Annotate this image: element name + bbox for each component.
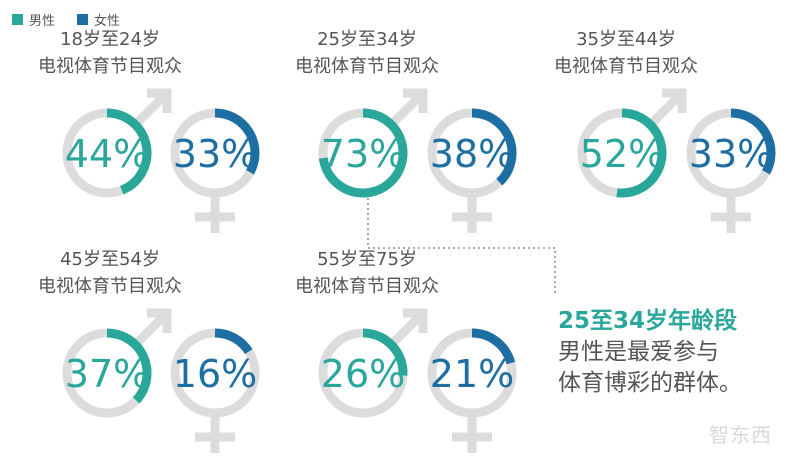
male-arrowhead-icon (147, 308, 172, 333)
group-subtitle: 电视体育节目观众 (295, 276, 439, 297)
male-ring-value (318, 108, 408, 198)
group-title-age: 25岁至34岁 (317, 29, 417, 50)
male-ring-value (362, 328, 408, 376)
group-title-age: 45岁至54岁 (60, 249, 160, 270)
legend-swatch-male (12, 14, 23, 25)
male-ring-value (616, 108, 667, 198)
female-ring-value (471, 108, 517, 186)
group-subtitle: 电视体育节目观众 (38, 276, 182, 297)
callout-leader-line (367, 198, 556, 296)
legend-swatch-female (77, 14, 89, 25)
group-title-age: 18岁至24岁 (60, 29, 160, 50)
male-symbol-icon (133, 91, 169, 127)
male-percent-label: 44% (65, 132, 149, 176)
male-percent-label: 26% (321, 352, 405, 396)
callout: 25至34岁年龄段 男性是最爱参与 体育博彩的群体。 (558, 306, 780, 399)
male-symbol-icon (648, 91, 684, 127)
male-arrowhead-icon (403, 308, 428, 333)
male-arrowhead-icon (403, 88, 428, 113)
group-title-age: 55岁至75岁 (317, 249, 417, 270)
group-subtitle: 电视体育节目观众 (554, 56, 698, 77)
male-percent-label: 37% (65, 352, 149, 396)
female-percent-label: 38% (430, 132, 514, 176)
group-title-age: 35岁至44岁 (576, 29, 676, 50)
female-ring-value (471, 328, 516, 365)
watermark-logo: 智东西 (709, 423, 772, 447)
callout-line-2: 体育博彩的群体。 (558, 370, 742, 396)
female-ring-value (214, 108, 260, 175)
male-percent-label: 52% (580, 132, 664, 176)
female-percent-label: 16% (173, 352, 257, 396)
male-symbol-icon (389, 91, 425, 127)
male-percent-label: 73% (321, 132, 405, 176)
female-ring-value (214, 328, 253, 355)
male-ring-value (106, 328, 152, 404)
male-arrowhead-icon (147, 88, 172, 113)
female-percent-label: 33% (173, 132, 257, 176)
legend-item-female: 女性 (77, 10, 120, 29)
male-ring-value (106, 108, 152, 195)
callout-line-1: 男性是最爱参与 (558, 339, 719, 365)
legend-label-male: 男性 (29, 14, 56, 29)
male-symbol-icon (389, 311, 425, 347)
male-symbol-icon (133, 311, 169, 347)
callout-highlight: 25至34岁年龄段 (558, 308, 738, 334)
female-percent-label: 33% (689, 132, 773, 176)
female-percent-label: 21% (430, 352, 514, 396)
group-subtitle: 电视体育节目观众 (295, 56, 439, 77)
male-arrowhead-icon (662, 88, 687, 113)
legend-label-female: 女性 (94, 14, 121, 29)
female-ring-value (730, 108, 776, 175)
legend-item-male: 男性 (12, 10, 55, 29)
legend: 男性 女性 (12, 10, 136, 29)
group-subtitle: 电视体育节目观众 (38, 56, 182, 77)
